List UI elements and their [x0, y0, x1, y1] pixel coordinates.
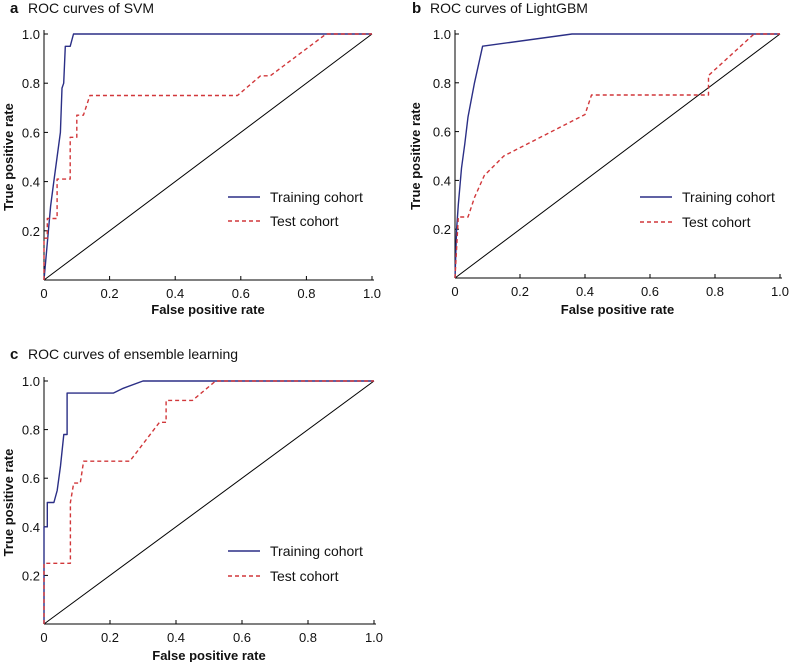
panel-letter: c — [10, 346, 18, 363]
x-tick-label: 0.4 — [167, 630, 185, 645]
y-tick-label: 0.2 — [433, 222, 451, 237]
test-cohort-roc-line — [454, 33, 780, 279]
y-axis-label: True positive rate — [1, 449, 16, 557]
legend-training-label: Training cohort — [270, 189, 363, 205]
x-tick-label: 0.6 — [641, 284, 659, 299]
legend: Training cohort Test cohort — [640, 189, 775, 230]
panel-title: ROC curves of LightGBM — [430, 0, 588, 16]
legend-training-label: Training cohort — [682, 189, 775, 205]
x-axis-label: False positive rate — [151, 302, 264, 317]
y-tick-label: 1.0 — [22, 374, 40, 389]
y-tick-label: 0.8 — [22, 423, 40, 438]
training-cohort-roc-line — [43, 33, 372, 281]
x-tick-label: 0.4 — [576, 284, 594, 299]
x-tick-label: 1.0 — [771, 284, 789, 299]
training-cohort-roc-line — [43, 380, 374, 624]
x-axis-label: False positive rate — [152, 648, 265, 662]
x-tick-label: 1.0 — [365, 630, 383, 645]
test-cohort-roc-line — [43, 380, 374, 624]
chance-diagonal-line — [43, 380, 375, 625]
y-tick-label: 0.6 — [433, 125, 451, 140]
x-tick-label: 0.6 — [232, 286, 250, 301]
y-tick-label: 0.2 — [22, 224, 40, 239]
panel-a-svm: a ROC curves of SVM 0 0.2 0.4 0.6 0.8 1.0 1.0 0.8… — [1, 0, 381, 317]
x-tick-label: 0.2 — [511, 284, 529, 299]
training-cohort-roc-line — [454, 33, 780, 279]
y-axis-label: True positive rate — [408, 102, 423, 210]
x-tick-label: 1.0 — [363, 286, 381, 301]
legend-test-label: Test cohort — [682, 214, 751, 230]
x-axis-label: False positive rate — [561, 302, 674, 317]
x-tick-label: 0.8 — [297, 286, 315, 301]
legend-test-label: Test cohort — [270, 568, 339, 584]
x-tick-label: 0 — [451, 284, 458, 299]
y-tick-label: 0.6 — [22, 125, 40, 140]
panel-c-ensemble: c ROC curves of ensemble learning 0 0.2 0.4 0… — [1, 346, 383, 662]
y-tick-label: 0.8 — [433, 76, 451, 91]
y-tick-label: 1.0 — [433, 27, 451, 42]
y-tick-label: 0.4 — [433, 173, 451, 188]
x-tick-label: 0 — [40, 286, 47, 301]
x-tick-label: 0 — [40, 630, 47, 645]
panel-letter: b — [412, 0, 421, 17]
x-tick-label: 0.8 — [299, 630, 317, 645]
legend-training-label: Training cohort — [270, 543, 363, 559]
test-cohort-roc-line — [43, 33, 372, 280]
x-tick-label: 0.6 — [233, 630, 251, 645]
panel-title: ROC curves of SVM — [28, 0, 154, 16]
y-tick-label: 0.6 — [22, 471, 40, 486]
legend-test-label: Test cohort — [270, 213, 339, 229]
panel-letter: a — [10, 0, 19, 17]
legend: Training cohort Test cohort — [228, 543, 363, 584]
y-tick-label: 1.0 — [22, 27, 40, 42]
panel-title: ROC curves of ensemble learning — [28, 346, 238, 362]
legend: Training cohort Test cohort — [228, 189, 363, 229]
y-tick-label: 0.4 — [22, 175, 40, 190]
panel-b-lightgbm: b ROC curves of LightGBM 0 0.2 0.4 0.6 0.8 1.0 1… — [408, 0, 789, 317]
x-tick-label: 0.8 — [706, 284, 724, 299]
x-tick-label: 0.2 — [101, 630, 119, 645]
chance-diagonal-line — [43, 33, 373, 281]
chance-diagonal-line — [454, 33, 781, 279]
x-tick-label: 0.2 — [101, 286, 119, 301]
y-tick-label: 0.4 — [22, 520, 40, 535]
y-tick-label: 0.8 — [22, 76, 40, 91]
y-tick-label: 0.2 — [22, 568, 40, 583]
y-axis-label: True positive rate — [1, 103, 16, 211]
x-tick-label: 0.4 — [166, 286, 184, 301]
